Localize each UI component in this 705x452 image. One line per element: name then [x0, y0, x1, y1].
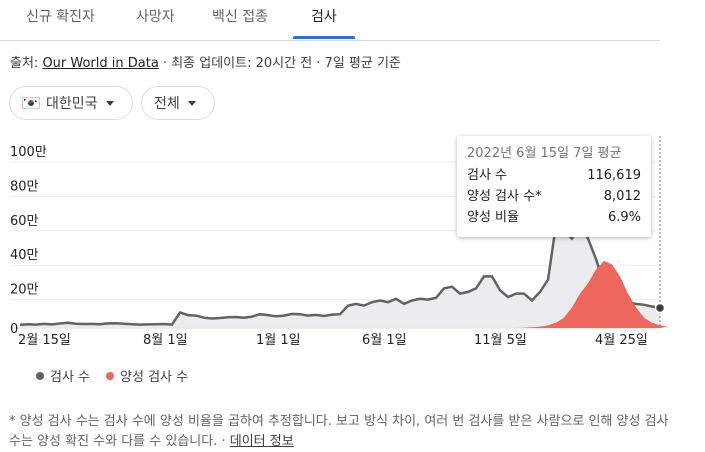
legend-label-tests: 검사 수 [50, 370, 91, 385]
y-tick-label: 20만 [10, 283, 39, 298]
y-tick-label: 80만 [10, 179, 39, 194]
tab-new-cases[interactable]: 신규 확진자 [26, 9, 95, 25]
legend-label-positive: 양성 검사 수 [120, 370, 189, 385]
hover-point [654, 302, 666, 314]
x-tick-label: 6월 1일 [362, 333, 407, 348]
source-link[interactable]: Our World in Data [42, 56, 159, 71]
source-line: 출처: Our World in Data · 최종 업데이트: 20시간 전 … [10, 52, 401, 71]
tab-tests[interactable]: 검사 [311, 9, 337, 25]
tab-vaccination[interactable]: 백신 접종 [212, 9, 268, 25]
region-dropdown[interactable]: 전체 [141, 86, 215, 120]
source-prefix: 출처: [10, 56, 43, 71]
y-tick-label: 100만 [10, 145, 47, 160]
y-tick-label: 0 [10, 322, 18, 337]
footnote: * 양성 검사 수는 검사 수에 양성 비율을 곱하여 추정합니다. 보고 방식… [9, 412, 679, 452]
active-tab-indicator [293, 36, 355, 39]
chart-tooltip: 2022년 6월 15일 7일 평균 검사 수 116,619 양성 검사 수*… [457, 136, 651, 237]
legend-dot-positive [106, 371, 115, 380]
source-suffix: · 최종 업데이트: 20시간 전 · 7일 평균 기준 [158, 56, 401, 71]
x-tick-label: 1월 1일 [256, 333, 301, 348]
y-tick-label: 40만 [10, 248, 39, 263]
tests-chart[interactable]: 0 20만 40만 60만 80만 100만 2월 15일 8월 1일 1월 1일 6월 1일 1… [0, 130, 705, 360]
tooltip-row-tests: 검사 수 116,619 [467, 165, 641, 186]
tooltip-value: 6.9% [607, 210, 641, 225]
korea-flag-icon [22, 97, 40, 109]
region-label: 전체 [154, 96, 180, 112]
tooltip-label: 양성 검사 수* [467, 189, 542, 204]
tooltip-label: 검사 수 [467, 168, 508, 183]
tooltip-value: 8,012 [603, 189, 641, 204]
x-tick-label: 2월 15일 [18, 333, 71, 348]
tooltip-row-rate: 양성 비율 6.9% [467, 207, 641, 228]
chevron-down-icon [187, 100, 196, 106]
tooltip-row-positive: 양성 검사 수* 8,012 [467, 186, 641, 207]
x-tick-label: 8월 1일 [143, 333, 188, 348]
x-tick-label: 11월 5일 [474, 333, 527, 348]
positive-area [20, 260, 668, 328]
tests-area [20, 224, 660, 328]
tooltip-title: 2022년 6월 15일 7일 평균 [467, 146, 622, 161]
chevron-down-icon [105, 100, 114, 106]
country-dropdown[interactable]: 대한민국 [9, 86, 133, 120]
chart-legend: 검사 수 양성 검사 수 [36, 366, 188, 385]
tab-deaths[interactable]: 사망자 [136, 9, 175, 25]
tests-line [19, 222, 661, 327]
x-tick-label: 4월 25일 [595, 333, 648, 348]
tooltip-label: 양성 비율 [467, 210, 519, 225]
footnote-text: * 양성 검사 수는 검사 수에 양성 비율을 곱하여 추정합니다. 보고 방식… [9, 414, 669, 449]
y-tick-label: 60만 [10, 214, 39, 229]
legend-dot-tests [36, 371, 44, 380]
tab-bar: 신규 확진자 사망자 백신 접종 검사 [0, 0, 660, 41]
country-label: 대한민국 [46, 96, 98, 112]
data-info-link[interactable]: 데이터 정보 [229, 434, 294, 449]
tooltip-value: 116,619 [587, 168, 641, 183]
